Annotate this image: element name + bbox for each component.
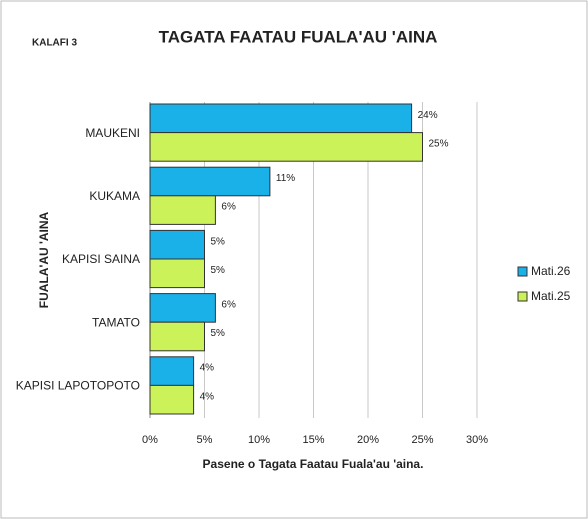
bar bbox=[149, 321, 205, 352]
y-tick-label: KAPISI SAINA bbox=[62, 252, 140, 266]
x-tick-label: 20% bbox=[357, 434, 379, 446]
x-tick-label: 15% bbox=[302, 434, 324, 446]
x-tick-label: 30% bbox=[466, 434, 488, 446]
y-tick-label: MAUKENI bbox=[85, 126, 140, 140]
bar bbox=[149, 384, 195, 415]
x-tick-label: 5% bbox=[197, 434, 213, 446]
data-label: 24% bbox=[418, 110, 438, 121]
x-tick-label: 0% bbox=[142, 434, 158, 446]
x-axis-label: Pasene o Tagata Faatau Fuala'au 'aina. bbox=[203, 457, 424, 471]
x-tick-label: 25% bbox=[411, 434, 433, 446]
bar bbox=[149, 132, 423, 162]
bar bbox=[149, 293, 216, 323]
data-label: 11% bbox=[276, 173, 295, 184]
data-label: 5% bbox=[211, 265, 226, 276]
y-tick-label: KUKAMA bbox=[89, 189, 140, 203]
data-label: 5% bbox=[211, 236, 226, 247]
y-axis-label: FUALA'AU 'AINA bbox=[37, 211, 51, 308]
bar bbox=[149, 258, 205, 289]
legend-swatch bbox=[517, 266, 528, 277]
data-label: 6% bbox=[221, 300, 236, 311]
data-label: 6% bbox=[221, 202, 236, 213]
legend-label: Mati.26 bbox=[531, 264, 571, 278]
chart-title: TAGATA FAATAU FUALA'AU 'AINA bbox=[159, 27, 438, 46]
bar bbox=[149, 195, 216, 225]
data-label: 4% bbox=[200, 363, 215, 374]
data-label: 5% bbox=[211, 328, 226, 339]
bar bbox=[149, 229, 205, 260]
legend-label: Mati.25 bbox=[531, 289, 571, 303]
data-label: 4% bbox=[200, 391, 215, 402]
y-tick-label: KAPISI LAPOTOPOTO bbox=[16, 379, 140, 393]
bar bbox=[149, 166, 271, 197]
legend-swatch bbox=[517, 291, 528, 302]
bar bbox=[149, 103, 413, 134]
bar bbox=[149, 356, 195, 386]
y-tick-label: TAMATO bbox=[92, 315, 140, 329]
data-label: 25% bbox=[429, 139, 449, 150]
chart-label: KALAFI 3 bbox=[32, 38, 77, 49]
x-tick-label: 10% bbox=[248, 434, 270, 446]
